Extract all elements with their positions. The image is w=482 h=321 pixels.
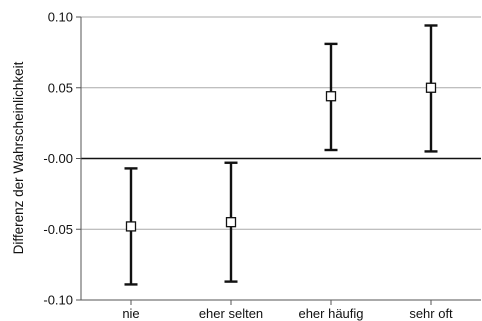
y-tick-labels: 0.10 0.05 -0.00 -0.05 -0.10 xyxy=(43,10,73,308)
point-marker xyxy=(325,91,337,102)
x-tick-label: nie xyxy=(122,306,139,321)
y-tick-label: 0.10 xyxy=(48,10,73,25)
point-marker xyxy=(425,82,437,93)
y-tick-label: -0.00 xyxy=(43,151,73,166)
x-tick-label: eher selten xyxy=(199,306,263,321)
x-tick-label: eher häufig xyxy=(298,306,363,321)
error-bars xyxy=(124,24,438,286)
x-tick-labels: nie eher selten eher häufig sehr oft xyxy=(122,306,453,321)
y-tick-label: -0.10 xyxy=(43,293,73,308)
y-tick-label: 0.05 xyxy=(48,80,73,95)
point-marker xyxy=(125,221,137,232)
point-marker xyxy=(225,217,237,228)
x-tick-label: sehr oft xyxy=(409,306,453,321)
y-tick-label: -0.05 xyxy=(43,222,73,237)
y-axis-title: Differenz der Wahrscheinlichkeit xyxy=(11,61,26,254)
point-markers xyxy=(125,82,437,232)
axes xyxy=(76,16,481,305)
